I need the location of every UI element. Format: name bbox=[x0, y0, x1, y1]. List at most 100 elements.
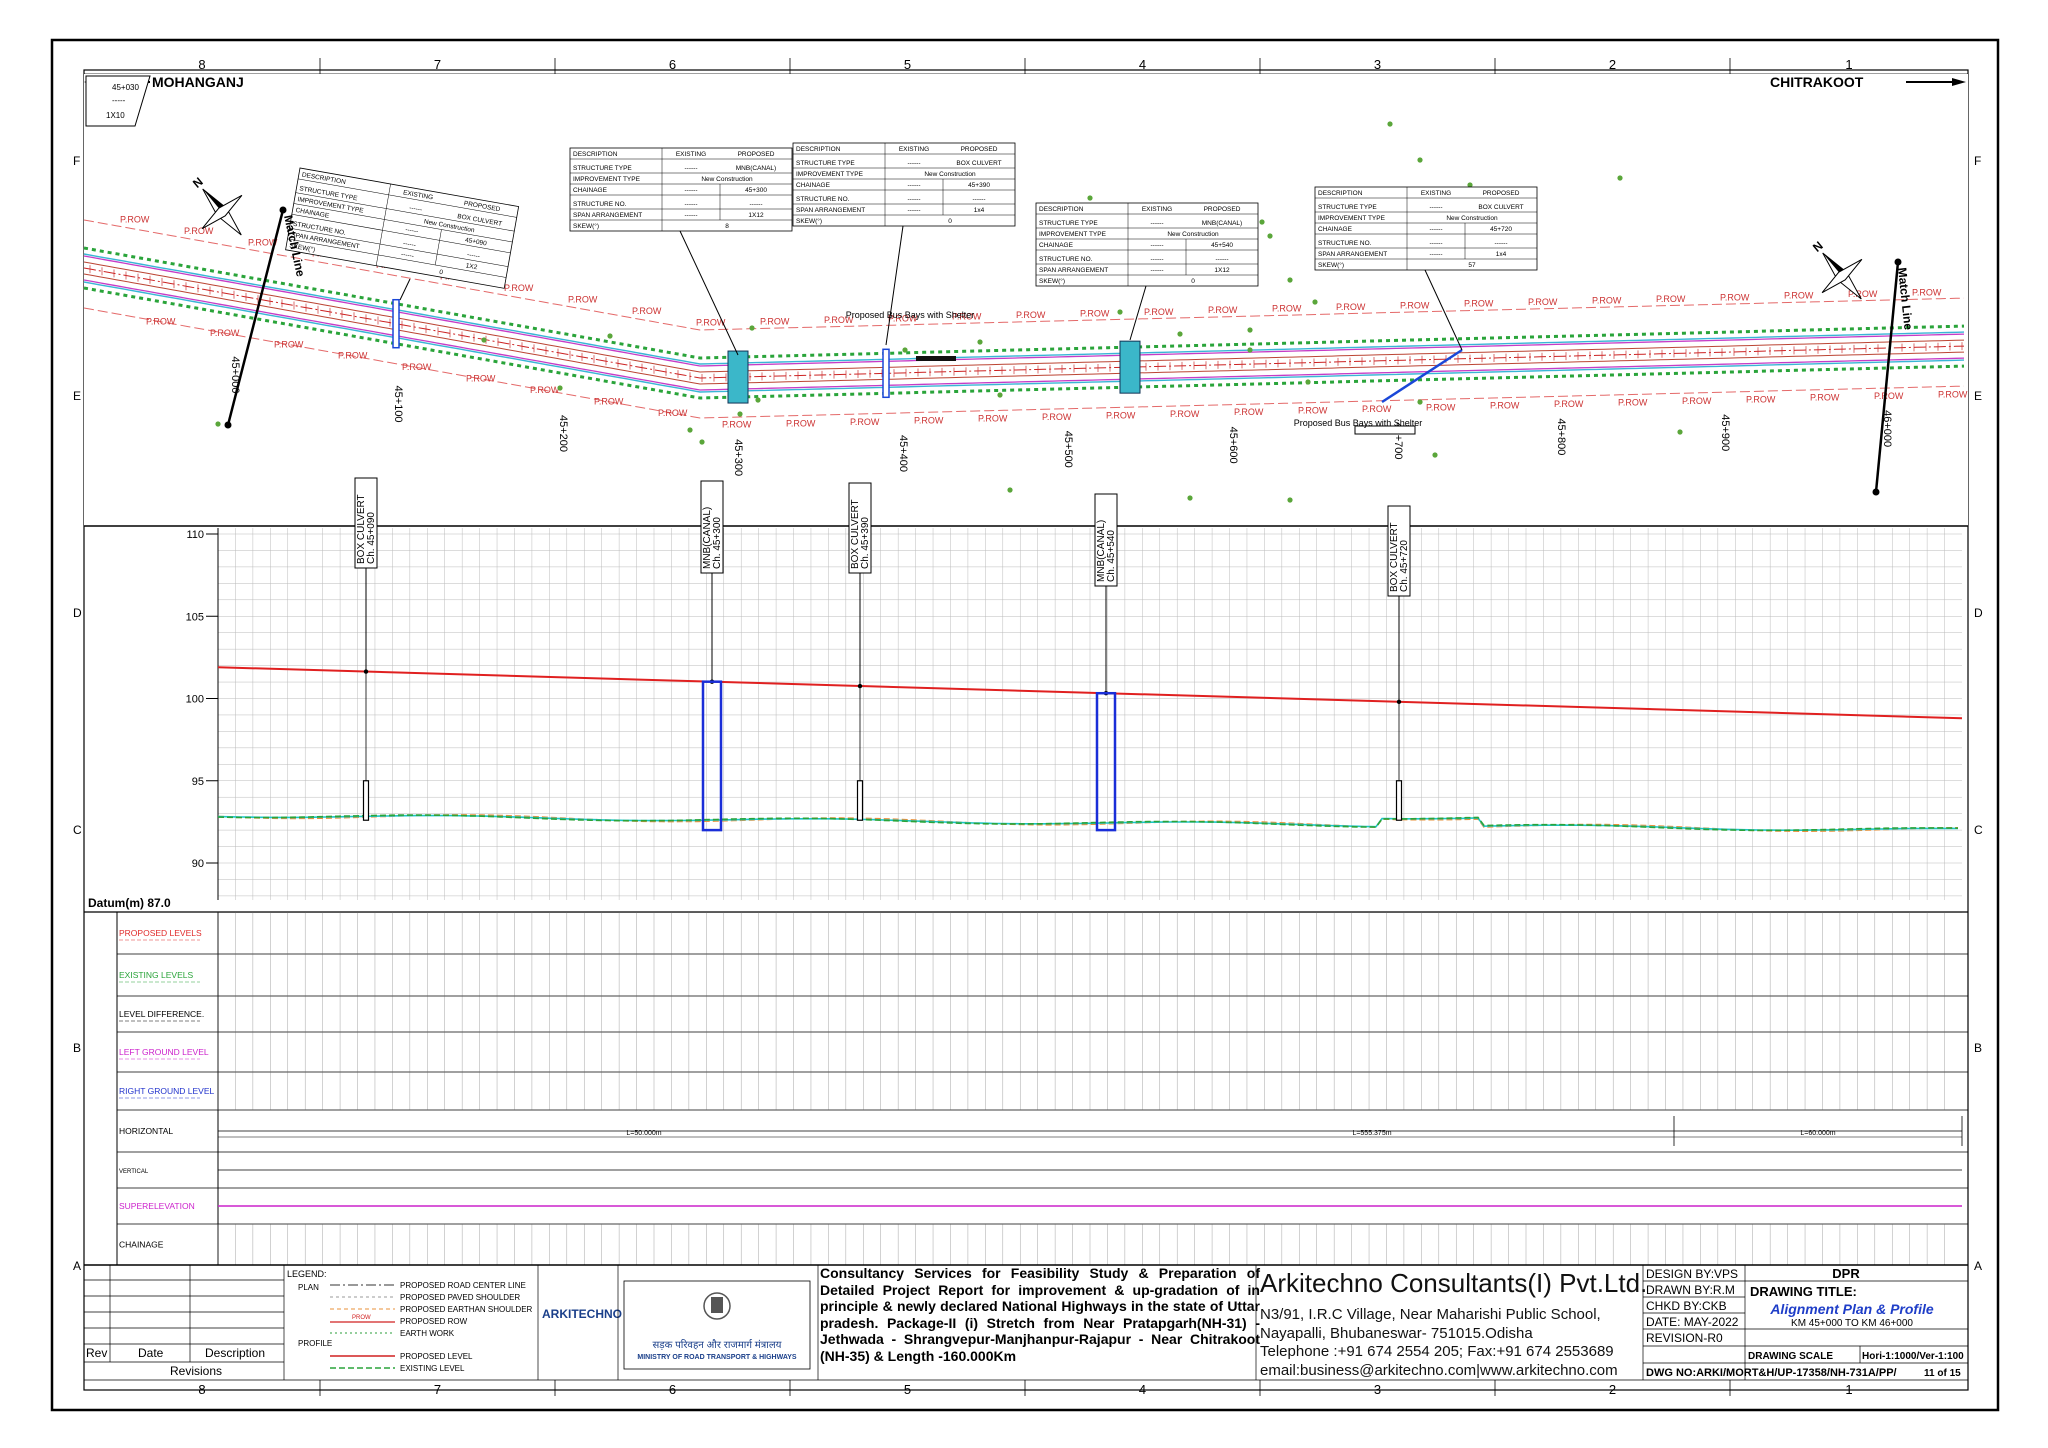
address-line-2: Nayapalli, Bhubaneswar- 751015.Odisha bbox=[1260, 1324, 1533, 1342]
row-label: P.ROW bbox=[1106, 410, 1136, 420]
tree-icon bbox=[997, 392, 1003, 398]
level-table: PROPOSED LEVELS EXISTING LEVELS LEVEL DIFF… bbox=[83, 911, 1968, 1266]
svg-text:------: ------ bbox=[1151, 256, 1164, 263]
svg-text:DESCRIPTION: DESCRIPTION bbox=[796, 146, 841, 153]
svg-text:------: ------ bbox=[400, 251, 414, 260]
row-label: P.ROW bbox=[1362, 404, 1392, 414]
svg-text:------: ------ bbox=[908, 182, 921, 189]
culvert-profile bbox=[362, 780, 370, 821]
row-label: P.ROW bbox=[1464, 299, 1494, 309]
svg-text:IMPROVEMENT TYPE: IMPROVEMENT TYPE bbox=[796, 171, 864, 178]
structure-label: Ch. 45+300 bbox=[712, 517, 723, 569]
ground-level-line bbox=[217, 814, 1958, 832]
horizontal-segment-label: L=555.375m bbox=[1352, 1130, 1391, 1137]
culvert-profile bbox=[856, 780, 864, 821]
svg-text:------: ------ bbox=[685, 201, 698, 208]
tree-icon bbox=[1187, 495, 1193, 501]
row-label: P.ROW bbox=[1016, 310, 1046, 320]
svg-text:SKEW(°): SKEW(°) bbox=[1039, 277, 1065, 285]
tree-icon bbox=[1417, 399, 1423, 405]
svg-text:------: ------ bbox=[685, 187, 698, 194]
svg-text:8: 8 bbox=[725, 223, 729, 230]
y-tick-label: 100 bbox=[186, 694, 204, 706]
email-line: email:business@arkitechno.com|www.arkite… bbox=[1260, 1361, 1618, 1379]
svg-text:45+300: 45+300 bbox=[745, 187, 767, 194]
tree-icon bbox=[1247, 347, 1253, 353]
svg-text:------: ------ bbox=[908, 207, 921, 214]
svg-text:-----: ----- bbox=[112, 96, 126, 105]
svg-text:DESCRIPTION: DESCRIPTION bbox=[573, 151, 618, 158]
svg-text:------: ------ bbox=[1430, 204, 1443, 211]
grid-row-label: C bbox=[1974, 823, 1983, 837]
svg-text:1X2: 1X2 bbox=[465, 262, 478, 271]
svg-text:PROPOSED: PROPOSED bbox=[1483, 190, 1520, 197]
svg-text:MNB(CANAL): MNB(CANAL) bbox=[1202, 220, 1242, 227]
svg-text:------: ------ bbox=[1495, 240, 1508, 247]
grid-column-label: 6 bbox=[669, 1382, 676, 1397]
svg-text:सड़क परिवहन और राजमार्ग मंत्रा: सड़क परिवहन और राजमार्ग मंत्रालय bbox=[653, 1339, 782, 1351]
svg-text:CHAINAGE: CHAINAGE bbox=[796, 182, 831, 189]
row-label: P.ROW bbox=[632, 306, 662, 316]
tree-icon bbox=[1087, 195, 1093, 201]
svg-text:PROW: PROW bbox=[352, 1315, 371, 1321]
row-label: P.ROW bbox=[1490, 401, 1520, 411]
svg-text:ARKITECHNO: ARKITECHNO bbox=[542, 1307, 622, 1321]
structure-label: Ch. 45+390 bbox=[860, 517, 871, 569]
svg-text:1X12: 1X12 bbox=[1214, 267, 1230, 274]
row-label: P.ROW bbox=[1592, 295, 1622, 305]
svg-text:EXISTING: EXISTING bbox=[899, 146, 929, 153]
grid-column-label: 4 bbox=[1139, 57, 1146, 72]
svg-text:LEGEND:: LEGEND: bbox=[287, 1269, 327, 1279]
grid-row-label: A bbox=[1974, 1259, 1982, 1273]
bridge-plan bbox=[727, 350, 749, 404]
ground-level-line bbox=[217, 814, 1959, 832]
bridge-profile bbox=[701, 680, 723, 832]
band-row-label: LEFT GROUND LEVEL bbox=[119, 1047, 209, 1057]
svg-text:45+090: 45+090 bbox=[464, 237, 487, 248]
row-label: P.ROW bbox=[850, 417, 880, 427]
grid-column-label: 7 bbox=[434, 57, 441, 72]
svg-text:DRAWING SCALE: DRAWING SCALE bbox=[1748, 1351, 1833, 1362]
row-label: P.ROW bbox=[504, 283, 534, 293]
svg-text:------: ------ bbox=[908, 196, 921, 203]
svg-text:New Construction: New Construction bbox=[1167, 231, 1219, 238]
outer-border bbox=[50, 38, 2000, 1412]
tree-icon bbox=[1177, 331, 1183, 337]
bus-bay-label: Proposed Bus Bays with Shelter bbox=[1294, 418, 1423, 428]
culvert-plan bbox=[392, 298, 400, 349]
svg-text:PROPOSED EARTHAN SHOULDER: PROPOSED EARTHAN SHOULDER bbox=[400, 1305, 533, 1314]
svg-text:STRUCTURE TYPE: STRUCTURE TYPE bbox=[573, 165, 632, 172]
row-label: P.ROW bbox=[1170, 409, 1200, 419]
grid-column-label: 3 bbox=[1374, 57, 1381, 72]
row-label: P.ROW bbox=[1336, 302, 1366, 312]
svg-text:New Construction: New Construction bbox=[701, 176, 753, 183]
leader-line bbox=[1424, 269, 1463, 351]
band-row-label: RIGHT GROUND LEVEL bbox=[119, 1086, 215, 1096]
station-label: 45+200 bbox=[557, 415, 569, 452]
row-label: P.ROW bbox=[184, 226, 214, 236]
svg-text:CHAINAGE: CHAINAGE bbox=[573, 187, 608, 194]
svg-text:MINISTRY OF ROAD TRANSPORT & H: MINISTRY OF ROAD TRANSPORT & HIGHWAYS bbox=[637, 1354, 797, 1361]
svg-text:Rev: Rev bbox=[86, 1346, 107, 1360]
row-label: P.ROW bbox=[696, 317, 726, 327]
row-label: P.ROW bbox=[914, 415, 944, 425]
row-labels: P.ROW P.ROW P.ROW P.ROW P.ROW P.ROW P.ROW P.ROW… bbox=[120, 214, 1968, 429]
svg-text:IMPROVEMENT TYPE: IMPROVEMENT TYPE bbox=[1039, 231, 1107, 238]
station-label: 45+900 bbox=[1719, 414, 1731, 451]
svg-text:IMPROVEMENT TYPE: IMPROVEMENT TYPE bbox=[573, 176, 641, 183]
row-label: P.ROW bbox=[888, 313, 918, 323]
bus-bay-label: Proposed Bus Bays with Shelter bbox=[846, 310, 975, 320]
tree-icon bbox=[1417, 157, 1423, 163]
svg-text:------: ------ bbox=[1216, 256, 1229, 263]
row-label: P.ROW bbox=[146, 316, 176, 326]
row-label: P.ROW bbox=[1784, 291, 1814, 301]
revision-table: Rev Date Description Revisions bbox=[84, 1265, 285, 1380]
svg-text:KM 45+000 TO KM 46+000: KM 45+000 TO KM 46+000 bbox=[1791, 1318, 1913, 1329]
y-tick-label: 105 bbox=[186, 611, 204, 623]
row-label: P.ROW bbox=[1874, 391, 1904, 401]
band-row-label: CHAINAGE bbox=[119, 1240, 164, 1250]
culvert-profile bbox=[1395, 780, 1403, 821]
tree-icon bbox=[1287, 277, 1293, 283]
row-label: P.ROW bbox=[568, 294, 598, 304]
svg-text:CHKD BY:CKB: CHKD BY:CKB bbox=[1646, 1299, 1727, 1313]
